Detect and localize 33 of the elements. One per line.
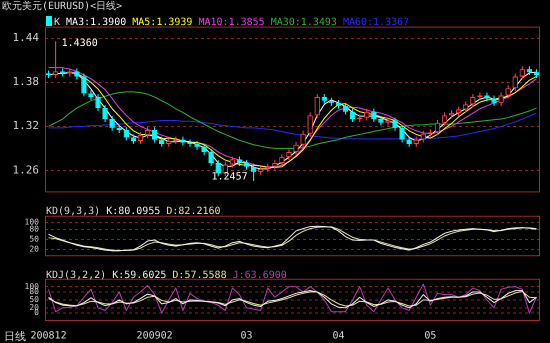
- candlestick: [166, 138, 172, 147]
- annotation: 1.4360: [62, 38, 98, 49]
- annotation: 1.2457: [211, 171, 248, 182]
- legend-label: K: [54, 17, 60, 28]
- y-tick-label: 1.26: [12, 163, 39, 176]
- candlestick: [265, 164, 270, 172]
- series-label: J:63.6900: [232, 270, 287, 281]
- text: MA3:1.3900: [66, 17, 126, 28]
- text: MA10:1.3855: [198, 17, 265, 28]
- y-tick-label: 20: [29, 244, 40, 254]
- y-tick-label: 1.38: [12, 75, 39, 88]
- chart-title: 欧元美元(EURUSD)<日线>: [2, 1, 122, 12]
- x-tick-label: 03: [240, 330, 253, 342]
- y-tick-label: 50: [29, 294, 40, 304]
- x-tick-label: 05: [424, 330, 436, 342]
- text: MA30:1.3493: [270, 17, 337, 28]
- chart-title: KDJ(3,2,2): [46, 270, 106, 281]
- text: MA60:1.3367: [342, 17, 410, 28]
- text: MA5:1.3939: [132, 17, 192, 28]
- series-label: D:57.5588: [172, 270, 227, 281]
- series-label: K:59.6025: [112, 270, 166, 281]
- y-tick-label: 50: [29, 234, 40, 244]
- x-tick-label: 200812: [30, 330, 67, 342]
- y-tick-label: 1.44: [12, 31, 40, 44]
- x-tick-label: 200902: [136, 330, 173, 342]
- text: K:80.0955: [106, 206, 160, 217]
- x-tick-label: 04: [332, 330, 344, 342]
- y-tick-label: 1.32: [12, 119, 39, 132]
- y-tick-label: 80: [29, 224, 40, 234]
- text: D:82.2160: [166, 206, 221, 217]
- y-tick-label: 100: [24, 218, 40, 227]
- chart-title: KD(9,3,3): [46, 206, 100, 217]
- x-axis-title: 日线: [4, 330, 26, 343]
